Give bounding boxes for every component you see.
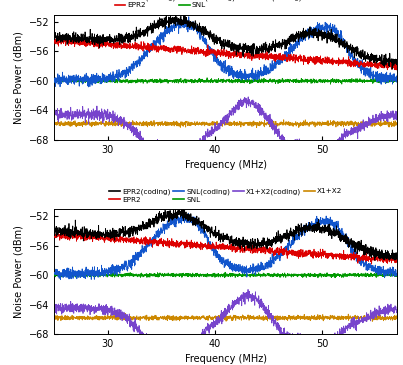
Y-axis label: Noise Power (dBm): Noise Power (dBm)	[13, 31, 23, 124]
Legend: EPR2(coding), EPR2, SNL(coding), SNL, X1+X2(coding), X1+X2: EPR2(coding), EPR2, SNL(coding), SNL, X1…	[109, 188, 343, 203]
Y-axis label: Noise Power (dBm): Noise Power (dBm)	[13, 225, 23, 318]
X-axis label: Frequency (MHz): Frequency (MHz)	[185, 354, 267, 364]
X-axis label: Frequency (MHz): Frequency (MHz)	[185, 160, 267, 170]
Legend: EPR2(coding), EPR2, SNL(coding), SNL, Y1-Y2(coding), Y1-Y2: EPR2(coding), EPR2, SNL(coding), SNL, Y1…	[114, 0, 337, 8]
